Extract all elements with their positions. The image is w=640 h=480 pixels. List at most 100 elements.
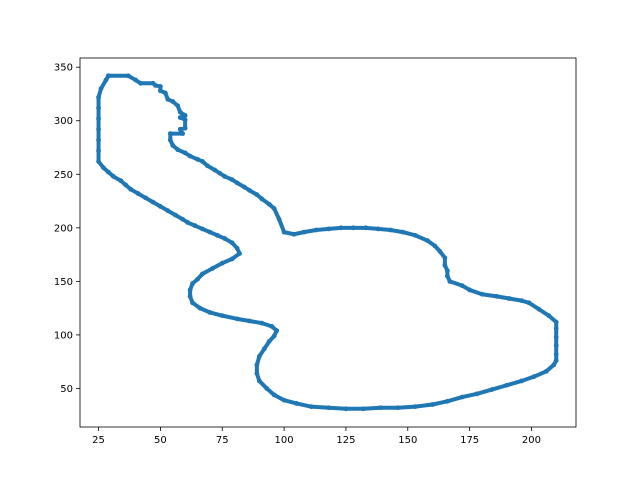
data-point [219,260,225,266]
data-point [506,296,512,301]
x-axis: 25 50 75 100 125 150 175 200 [92,427,541,446]
data-point [96,159,101,164]
data-point [543,368,549,374]
data-point [247,187,252,193]
data-point [205,163,210,169]
data-point [195,276,200,282]
data-point [308,404,314,410]
data-point [111,174,116,179]
data-point [444,273,450,279]
data-point [271,206,277,211]
data-point [165,96,171,102]
data-point [217,170,223,176]
data-point [459,394,465,400]
data-point [150,199,156,205]
y-tick-label: 300 [54,116,73,127]
data-point [222,174,228,179]
data-point [360,406,366,412]
data-point [185,220,191,225]
data-point [326,226,332,232]
data-point [175,147,181,153]
data-point [256,378,262,384]
x-tick-label: 125 [336,435,355,446]
data-point [234,180,240,186]
data-point [442,262,448,268]
data-point [553,358,559,364]
data-point [143,195,148,201]
series-layer [96,73,559,412]
data-point [158,84,163,89]
y-tick-label: 100 [54,330,73,341]
x-tick-label: 175 [460,435,479,446]
y-tick-label: 50 [60,384,73,395]
data-point [264,386,270,391]
data-point [259,196,265,202]
data-point [256,353,262,359]
data-point [271,392,277,398]
data-point [200,159,205,164]
data-point [266,201,272,207]
data-point [133,77,139,83]
data-point [96,116,101,122]
data-point [212,167,218,173]
data-point [526,300,532,306]
data-point [301,229,307,235]
data-point [177,126,183,132]
x-tick-label: 75 [216,435,229,446]
data-point [247,318,252,324]
data-point [261,346,267,352]
y-tick-label: 350 [54,63,73,74]
data-point [425,238,430,244]
data-point [162,90,168,96]
data-point [281,397,287,403]
data-point [274,328,280,334]
data-point [167,131,173,137]
data-point [167,137,173,143]
data-point [177,115,183,120]
plot-area [79,57,577,428]
data-point [200,271,205,277]
data-point [207,310,213,315]
data-point [222,236,228,241]
data-point [281,229,287,235]
data-point [135,191,141,196]
data-point [96,137,101,143]
data-point [363,225,369,231]
data-point [182,117,188,123]
data-point [209,266,215,271]
data-point [459,283,465,289]
data-point [271,333,277,339]
data-point [190,300,195,306]
data-point [125,73,131,79]
data-point [106,169,111,175]
x-tick-label: 100 [275,435,294,446]
data-point [553,326,559,331]
data-point [489,387,495,392]
data-point [519,298,524,304]
data-point [182,113,188,118]
y-tick-label: 150 [54,277,73,288]
data-point [170,99,176,104]
x-tick-label: 50 [154,435,167,446]
x-tick-label: 150 [398,435,417,446]
data-point [350,225,356,231]
data-point [276,216,282,222]
data-point [412,232,418,238]
data-point [430,402,435,407]
data-point [254,192,260,198]
data-point [153,83,158,88]
data-point [291,231,297,237]
data-point [96,126,101,132]
data-point [343,406,349,412]
data-point [229,177,235,183]
data-point [326,405,332,411]
data-point [170,142,176,148]
x-tick-label: 200 [522,435,541,446]
data-point [180,131,186,137]
plot-frame [79,57,577,428]
data-point [242,184,247,190]
data-point [158,88,163,94]
data-point [467,287,473,293]
data-point [165,208,171,214]
data-point [234,245,240,251]
